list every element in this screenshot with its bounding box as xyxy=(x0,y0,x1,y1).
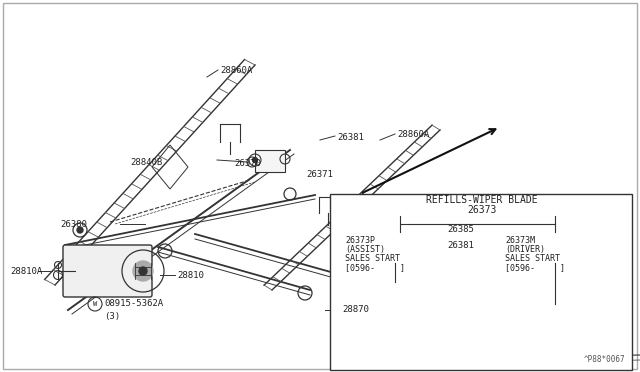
Text: 28810: 28810 xyxy=(177,270,204,279)
Text: [0596-     ]: [0596- ] xyxy=(345,263,405,272)
Circle shape xyxy=(77,227,83,233)
Text: W: W xyxy=(93,301,97,307)
Circle shape xyxy=(139,267,147,275)
Text: 28810A: 28810A xyxy=(10,266,42,276)
FancyBboxPatch shape xyxy=(63,245,152,297)
Text: REFILLS-WIPER BLADE: REFILLS-WIPER BLADE xyxy=(426,195,538,205)
Text: 26371: 26371 xyxy=(306,170,333,179)
Text: 28840B: 28840B xyxy=(130,157,163,167)
Text: 26381: 26381 xyxy=(447,241,474,250)
Text: SALES START: SALES START xyxy=(345,254,400,263)
Circle shape xyxy=(133,261,153,281)
Text: 26370: 26370 xyxy=(234,159,261,168)
Text: 26373: 26373 xyxy=(467,205,497,215)
Text: 28860A: 28860A xyxy=(397,129,429,138)
Text: 26373P: 26373P xyxy=(345,236,375,245)
Circle shape xyxy=(253,157,257,163)
Text: (ASSIST): (ASSIST) xyxy=(345,245,385,254)
Text: 26381: 26381 xyxy=(337,132,364,141)
Text: 28870: 28870 xyxy=(342,305,369,314)
Text: ^P88*0067: ^P88*0067 xyxy=(584,355,625,364)
Text: (DRIVER): (DRIVER) xyxy=(505,245,545,254)
Bar xyxy=(330,194,632,370)
Text: [0596-     ]: [0596- ] xyxy=(505,263,565,272)
Text: (3): (3) xyxy=(104,311,120,321)
Text: SALES START: SALES START xyxy=(505,254,560,263)
Text: 26373M: 26373M xyxy=(505,236,535,245)
Circle shape xyxy=(437,304,443,310)
Text: 26380: 26380 xyxy=(60,219,87,228)
Bar xyxy=(255,150,285,172)
Text: 28860A: 28860A xyxy=(220,65,252,74)
Text: 08915-5362A: 08915-5362A xyxy=(104,299,163,308)
Text: 26385: 26385 xyxy=(447,224,474,234)
